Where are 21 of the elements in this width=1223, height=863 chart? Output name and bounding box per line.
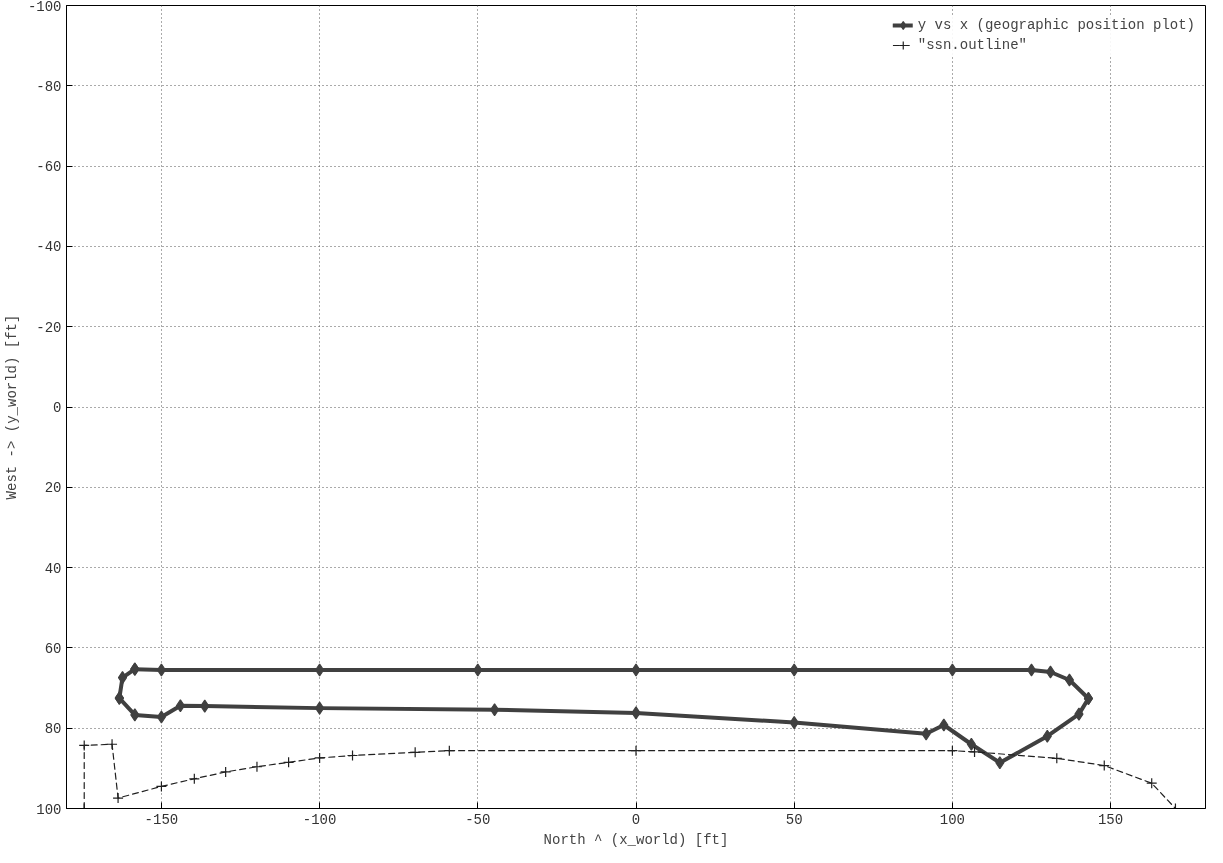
y-tick-label: -40 xyxy=(36,239,62,256)
legend-label: "ssn.outline" xyxy=(917,37,1027,53)
y-tick-label: 20 xyxy=(44,480,62,497)
y-tick-label: 60 xyxy=(44,640,62,657)
x-axis-title: North ^ (x_world) [ft] xyxy=(543,831,729,848)
y-tick-label: -100 xyxy=(27,0,62,15)
y-tick-label: 80 xyxy=(44,721,62,738)
x-tick-label: 50 xyxy=(785,811,803,828)
x-tick-label: 150 xyxy=(1097,811,1124,828)
y-tick-label: 40 xyxy=(44,560,62,577)
x-tick-label: -150 xyxy=(144,811,179,828)
legend-label: y vs x (geographic position plot) xyxy=(917,17,1195,33)
y-tick-label: -20 xyxy=(36,319,62,336)
x-tick-label: -100 xyxy=(302,811,337,828)
y-axis-title: West -> (y_world) [ft] xyxy=(3,314,20,500)
x-tick-label: 0 xyxy=(631,811,641,828)
y-tick-label: -80 xyxy=(36,78,62,95)
y-tick-label: 0 xyxy=(53,400,62,416)
y-tick-label: -60 xyxy=(36,159,62,176)
x-tick-label: 100 xyxy=(939,811,966,828)
x-tick-label: -50 xyxy=(465,811,491,828)
